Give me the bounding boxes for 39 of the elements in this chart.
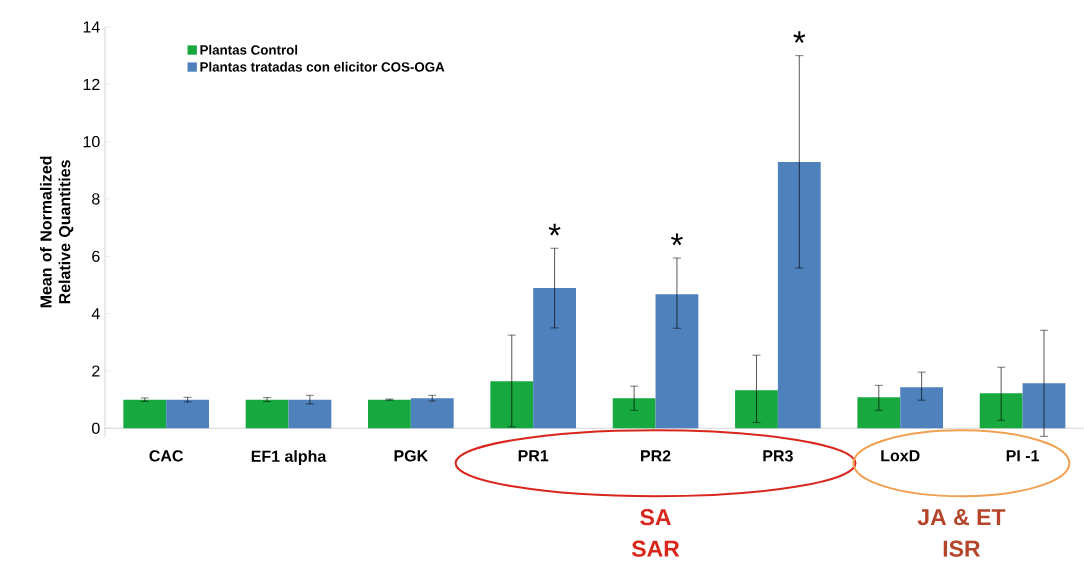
- bar: [612, 398, 656, 429]
- bar: [857, 397, 901, 429]
- text: JA & ET: [917, 509, 1006, 526]
- bar: [166, 399, 209, 429]
- x-tick-label: PI -1: [1006, 450, 1039, 462]
- y-tick-label: 4: [91, 308, 100, 320]
- y-tick-label: 6: [92, 250, 100, 263]
- x-tick-label: PR2: [641, 450, 671, 462]
- text: ISR: [943, 540, 981, 557]
- legend-label: Plantas Control: [200, 44, 298, 55]
- y-axis-title: Mean of Normalized Relative Quantities: [39, 156, 74, 308]
- bar: [123, 399, 167, 429]
- annotation: *: [671, 233, 683, 246]
- x-tick-label: EF1 alpha: [251, 450, 327, 466]
- y-tick-label: 14: [83, 21, 100, 33]
- x-tick-label: PR3: [763, 450, 793, 462]
- y-tick-label: 12: [83, 78, 100, 90]
- legend-label: Plantas tratadas con elicitor COS-OGA: [200, 61, 445, 72]
- bar: [533, 288, 577, 429]
- bar: [1022, 383, 1066, 429]
- text: SAR: [631, 540, 680, 557]
- bar: [655, 294, 699, 429]
- bar: [368, 399, 411, 429]
- bar: [245, 399, 289, 429]
- bar: [410, 398, 454, 429]
- x-tick-label: LoxD: [881, 450, 920, 462]
- text: SA: [640, 509, 671, 526]
- y-tick-label: 0: [92, 422, 100, 435]
- x-tick-label: PGK: [394, 450, 429, 462]
- annotation: *: [793, 31, 806, 43]
- bar: [288, 399, 332, 429]
- bar: [900, 387, 944, 429]
- x-tick-label: PR1: [518, 450, 549, 462]
- y-tick-label: 10: [83, 136, 100, 148]
- x-tick-label: CAC: [149, 450, 184, 462]
- annotation: *: [548, 223, 561, 236]
- y-tick-label: 8: [92, 193, 100, 205]
- y-tick-label: 2: [92, 365, 100, 377]
- bar: [777, 162, 821, 429]
